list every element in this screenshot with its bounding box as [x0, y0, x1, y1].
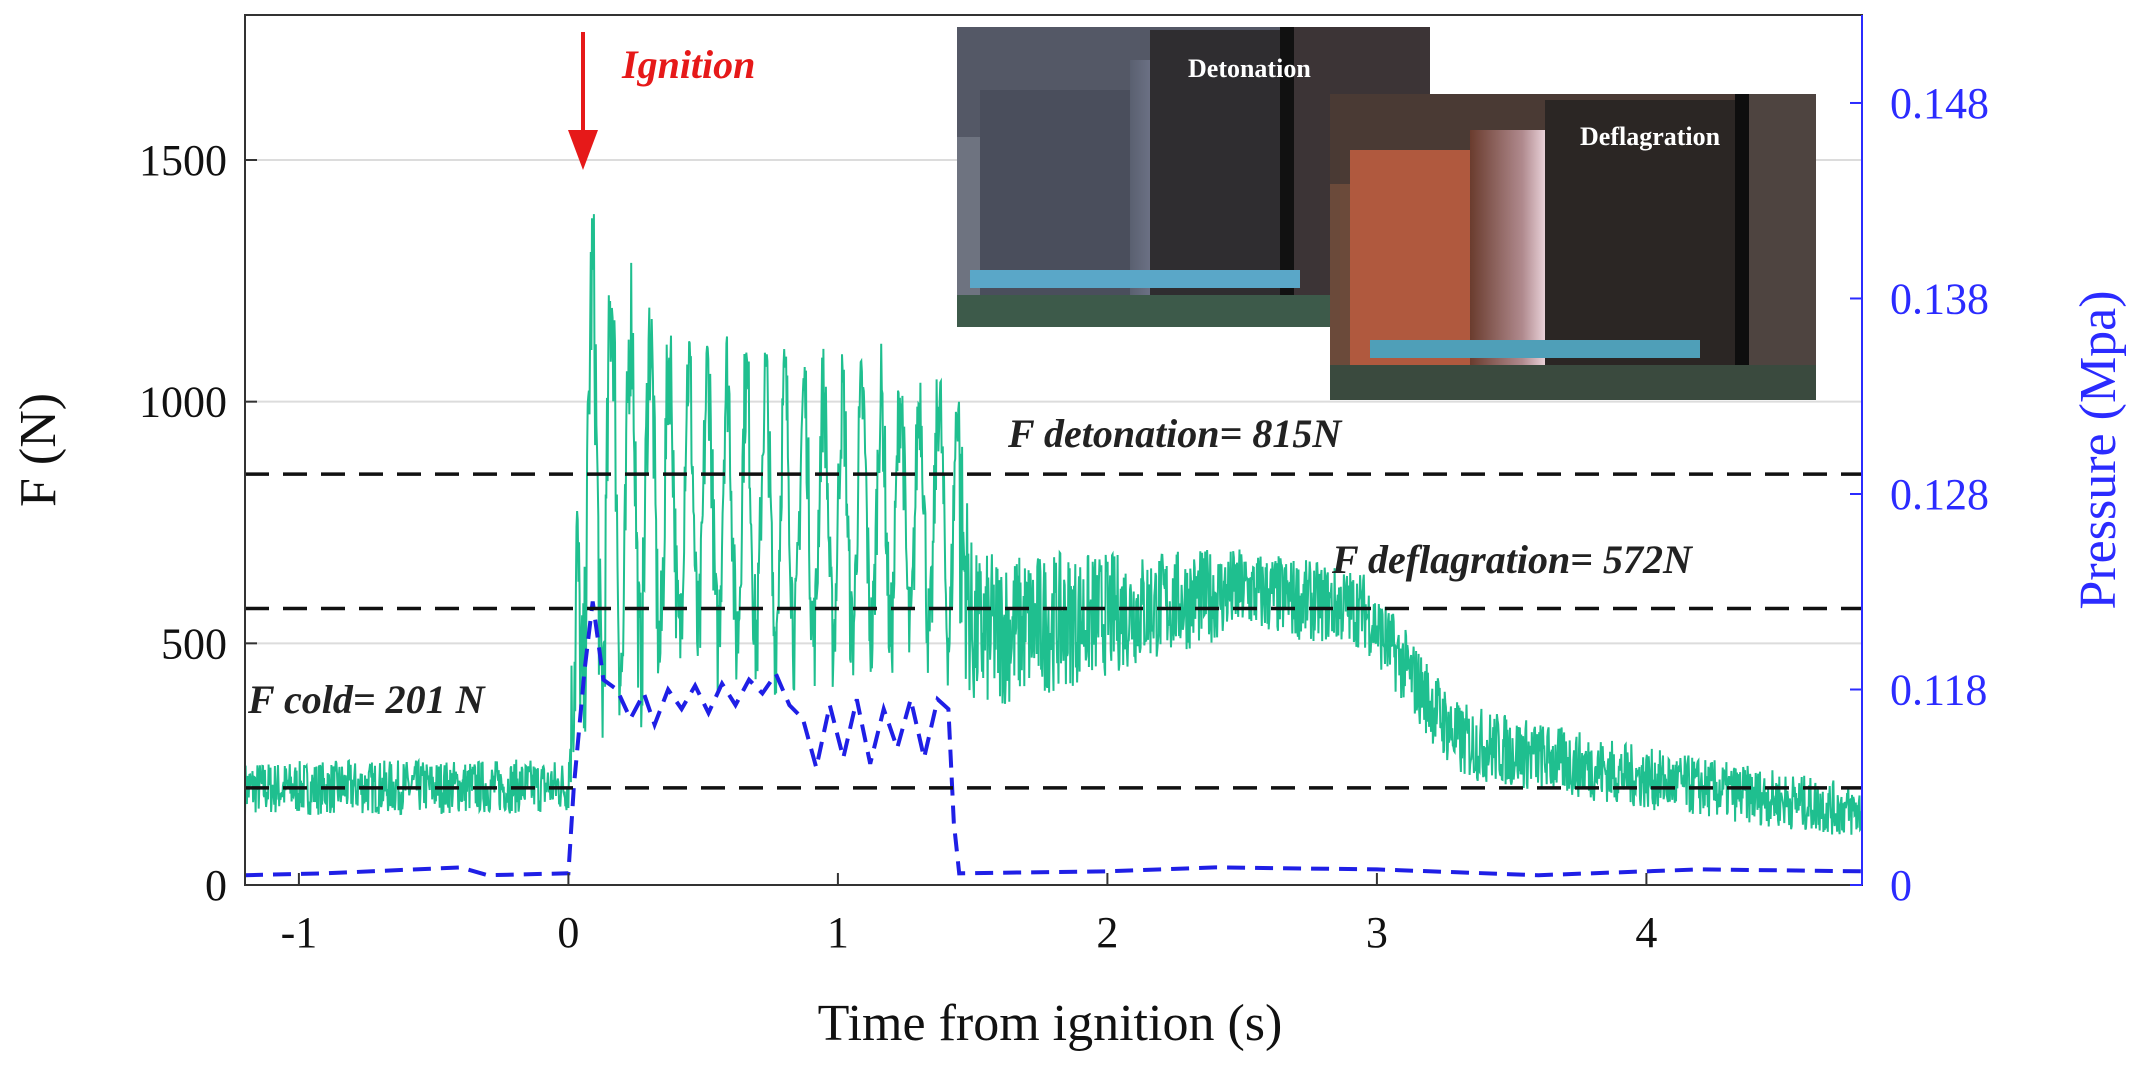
y2-tick-label-2: 0.128	[1890, 470, 1989, 519]
detonation-photo-label: Detonation	[1188, 54, 1311, 83]
y-axis-title: F (N)	[10, 393, 67, 507]
y-tick-label-0: 0	[205, 861, 227, 910]
x-axis-title: Time from ignition (s)	[818, 995, 1283, 1052]
reference-lines	[245, 472, 1862, 790]
x-tick-label-5: 4	[1635, 908, 1657, 957]
ignition-label: Ignition	[621, 42, 755, 87]
x-tick-label-1: 0	[557, 908, 579, 957]
deflagration-photo-label: Deflagration	[1580, 122, 1721, 151]
axes: -1 0 1 2 3 4 0 500 1000 1500 0 0.118 0.128 0.138 0.148	[139, 79, 1989, 957]
f-detonation-label: F detonation= 815N	[1007, 411, 1343, 456]
x-tick-label-3: 2	[1096, 908, 1118, 957]
y2-tick-label-3: 0.138	[1890, 274, 1989, 323]
y-tick-label-2: 1000	[139, 378, 227, 427]
f-cold-label: F cold= 201 N	[247, 677, 487, 722]
pressure-series	[245, 601, 1862, 878]
f-deflagration-label: F deflagration= 572N	[1331, 537, 1694, 582]
x-tick-label-0: -1	[281, 908, 318, 957]
x-tick-label-2: 1	[827, 908, 849, 957]
y-tick-label-3: 1500	[139, 136, 227, 185]
x-tick-label-4: 3	[1366, 908, 1388, 957]
y2-tick-label-0: 0	[1890, 861, 1912, 910]
pressure-line	[245, 601, 1862, 878]
y2-axis-title: Pressure (Mpa)	[2070, 290, 2127, 609]
ignition-arrow	[568, 32, 598, 170]
deflagration-photo	[1330, 94, 1816, 400]
y2-tick-label-4: 0.148	[1890, 79, 1989, 128]
y-tick-label-1: 500	[161, 619, 227, 668]
y2-tick-label-1: 0.118	[1890, 665, 1987, 714]
